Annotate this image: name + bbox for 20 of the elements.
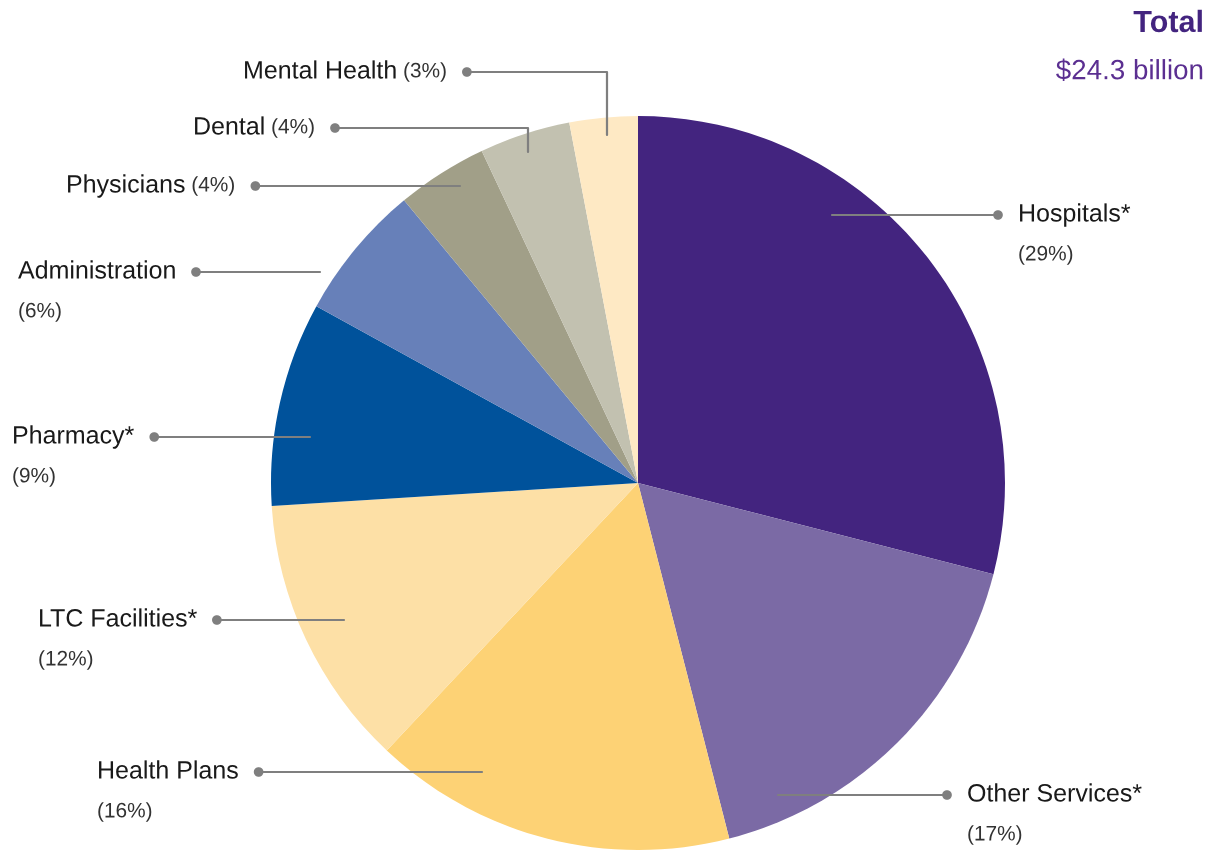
slice-label: Pharmacy*	[14, 425, 134, 449]
data-label: (3%)	[404, 62, 446, 82]
slice-label: Administration	[18, 260, 175, 279]
slice-label: Physicians	[68, 174, 185, 198]
data-label: (16%)	[98, 802, 152, 822]
data-label: (4%)	[192, 176, 234, 196]
data-label: (6%)	[19, 302, 61, 322]
slice-label: Hospitals*	[1020, 203, 1131, 227]
data-label: (29%)	[1019, 245, 1073, 265]
data-label: (17%)	[968, 825, 1022, 845]
slice-label: LTC Facilities*	[40, 608, 197, 627]
slice-label: Mental Health	[245, 60, 396, 79]
slice-label: Health Plans	[99, 760, 238, 779]
chart-title: Total	[1133, 9, 1202, 33]
slice-label: Dental	[195, 116, 264, 135]
data-label: (9%)	[13, 467, 55, 487]
data-label: (12%)	[39, 650, 93, 670]
slice-label: Other Services*	[968, 783, 1142, 802]
chart-subtitle: $24.3 billion	[1056, 58, 1203, 82]
data-label: (4%)	[272, 118, 314, 138]
